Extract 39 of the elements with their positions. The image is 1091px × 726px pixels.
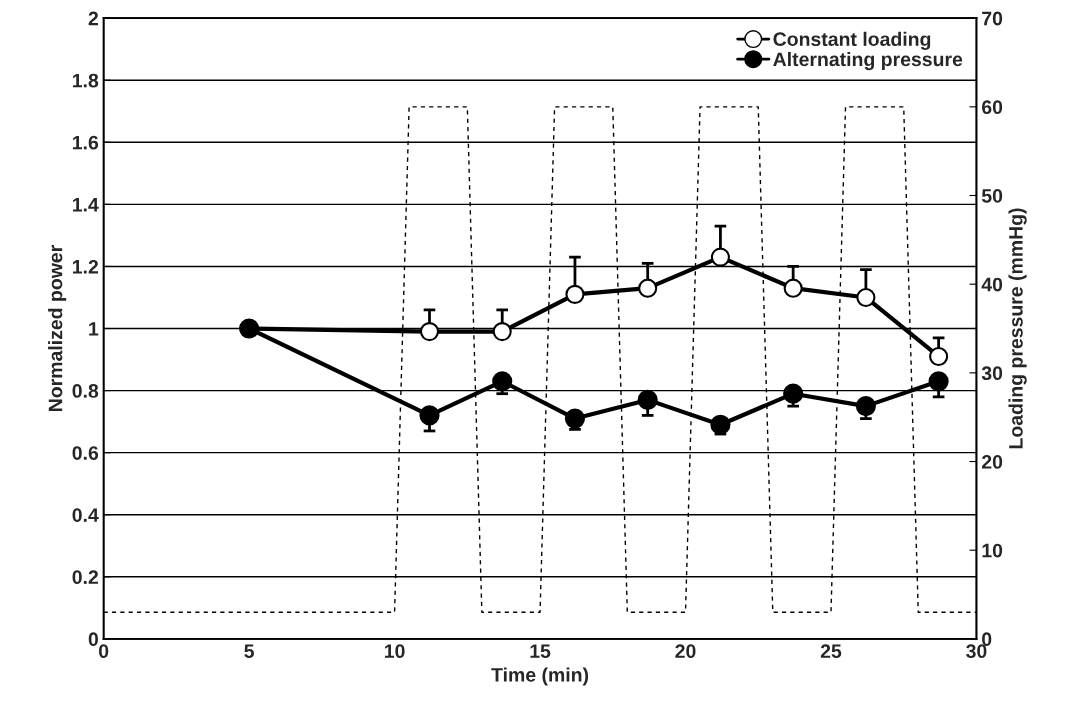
y-tick-label: 1.2	[72, 259, 99, 274]
y-tick-label: 1.4	[72, 198, 99, 212]
y-tick-label: 0.8	[72, 384, 99, 398]
y2-tick-label: 0	[982, 632, 992, 647]
y-tick-label: 1.8	[72, 73, 99, 88]
point	[783, 383, 804, 404]
y2-tick-label: 60	[982, 100, 1003, 115]
x-tick-label: 30	[966, 644, 987, 659]
point	[564, 408, 586, 429]
x-tick-label: 25	[820, 644, 842, 659]
legend-label: Constant loading	[773, 31, 931, 50]
x-tick-label: 20	[675, 644, 696, 659]
y2-tick-label: 10	[982, 543, 1003, 558]
y2-tick-label: 20	[981, 455, 1003, 469]
y-tick-label: 1	[89, 322, 99, 336]
y2-tick-label: 40	[981, 277, 1003, 292]
y2-tick-label: 50	[981, 188, 1003, 203]
x-tick-label: 15	[530, 644, 551, 659]
x-tick-label: 5	[244, 644, 254, 659]
legend-label: Alternating pressure	[773, 51, 963, 71]
y-tick-label: 0.2	[72, 570, 99, 585]
y-tick-label: 0.4	[72, 508, 99, 522]
x-tick-label: 10	[384, 644, 405, 659]
y2-tick-label: 70	[982, 11, 1003, 26]
y-tick-label: 2	[88, 11, 99, 26]
point	[492, 371, 513, 392]
point	[637, 389, 658, 410]
point	[928, 371, 949, 392]
point	[419, 405, 440, 426]
y-tick-label: 0.6	[72, 446, 99, 460]
y2-tick-label: 30	[981, 366, 1003, 381]
y-tick-label: 0	[88, 632, 98, 647]
y2-axis-title: Loading pressure (mmHg)	[1008, 208, 1027, 449]
point	[855, 396, 876, 417]
x-axis-title: Time (min)	[491, 667, 589, 686]
x-tick-label: 0	[99, 644, 109, 659]
y-tick-label: 1.6	[72, 135, 99, 150]
point	[710, 414, 731, 435]
y-axis-title: Normalized power	[48, 245, 67, 411]
